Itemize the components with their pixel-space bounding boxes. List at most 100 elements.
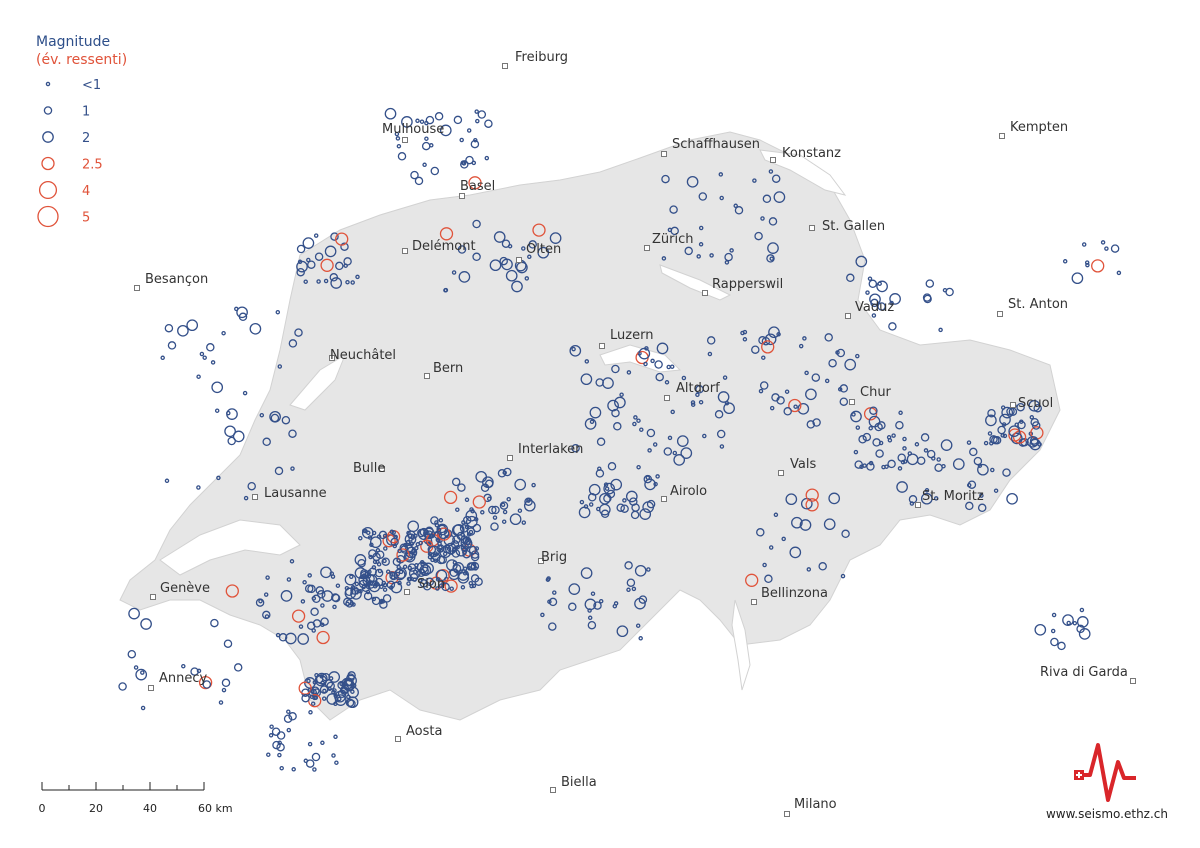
event-circle: [793, 404, 798, 409]
legend-symbol: [38, 180, 58, 200]
event-circle: [307, 573, 312, 578]
event-circle: [639, 427, 644, 432]
event-circle: [1072, 620, 1078, 626]
event-circle: [762, 562, 767, 568]
event-circle: [337, 696, 342, 702]
event-circle: [502, 509, 508, 515]
event-circle: [855, 255, 868, 268]
event-circle: [783, 407, 792, 416]
event-circle: [1116, 270, 1122, 276]
event-circle: [1002, 433, 1008, 439]
city: Luzern: [599, 328, 653, 349]
event-circle: [458, 271, 471, 283]
event-circle: [862, 432, 872, 442]
event-circle: [242, 390, 248, 396]
event-circle: [661, 174, 670, 184]
event-circle: [589, 419, 595, 425]
event-circle: [1034, 623, 1047, 636]
event-circle: [889, 293, 901, 305]
event-circle: [756, 528, 765, 537]
event-circle: [531, 482, 536, 488]
event-circle: [312, 619, 322, 628]
event-circle: [382, 558, 387, 564]
event-circle: [635, 623, 641, 628]
city-marker: [404, 589, 410, 595]
city-marker: [661, 151, 667, 157]
event-circle: [528, 240, 537, 249]
event-circle: [788, 398, 802, 413]
event-circle: [118, 682, 127, 691]
event-circle: [439, 124, 452, 137]
event-circle: [1033, 403, 1042, 413]
event-circle: [588, 502, 594, 507]
event-circle: [517, 508, 523, 513]
event-circle: [806, 567, 812, 572]
event-circle: [1001, 406, 1014, 419]
event-circle: [1050, 628, 1056, 634]
event-circle: [781, 536, 786, 542]
event-circle: [568, 583, 581, 595]
event-circle: [698, 192, 708, 201]
event-circle: [340, 242, 349, 251]
city: Aosta: [395, 724, 442, 742]
event-circle: [624, 561, 633, 570]
event-circle: [745, 573, 759, 587]
event-circle: [275, 632, 281, 638]
city-label: Vaduz: [855, 300, 894, 315]
city: Bern: [424, 361, 463, 379]
event-circle: [521, 246, 526, 251]
city-marker: [644, 245, 650, 251]
event-circle: [472, 252, 481, 262]
event-circle: [211, 381, 224, 394]
event-circle: [334, 760, 339, 765]
event-circle: [425, 115, 435, 125]
event-circle: [309, 694, 315, 699]
city-marker: [329, 355, 335, 361]
event-circle: [167, 341, 177, 350]
event-circle: [472, 219, 481, 229]
event-circle: [626, 587, 631, 593]
event-circle: [468, 580, 474, 586]
event-circle: [850, 410, 862, 423]
event-circle: [135, 668, 148, 681]
event-circle: [603, 482, 616, 495]
event-circle: [823, 518, 836, 531]
event-circle: [1017, 420, 1026, 430]
event-circle: [369, 536, 382, 549]
city-label: Annecy: [159, 671, 208, 686]
event-circle: [426, 541, 432, 547]
city-marker: [516, 257, 522, 263]
event-circle: [722, 375, 728, 380]
earthquake-events: [118, 107, 1122, 772]
event-circle: [667, 435, 673, 441]
event-circle: [613, 601, 619, 606]
city: Rapperswil: [702, 277, 783, 296]
event-circle: [785, 493, 798, 506]
event-circle: [593, 601, 602, 610]
event-circle: [331, 753, 336, 758]
event-circle: [634, 564, 647, 577]
event-circle: [334, 690, 346, 703]
event-circle: [844, 358, 857, 371]
event-circle: [196, 485, 201, 490]
event-circle: [900, 459, 906, 465]
event-circle: [626, 370, 632, 375]
event-circle: [759, 381, 769, 390]
event-circle: [382, 534, 396, 548]
city-label: Bellinzona: [761, 586, 828, 601]
event-circle: [869, 293, 881, 306]
city: Schaffhausen: [661, 137, 760, 157]
event-circle: [446, 546, 452, 551]
event-circle: [769, 256, 774, 261]
event-circle: [382, 594, 392, 603]
lake-constance: [759, 149, 847, 196]
event-circle: [457, 569, 470, 581]
event-circle: [1010, 432, 1023, 445]
event-circle: [331, 689, 336, 695]
event-circle: [312, 767, 317, 772]
event-circle: [924, 488, 930, 493]
event-circle: [547, 599, 552, 604]
event-circle: [354, 581, 360, 587]
event-circle: [545, 577, 551, 582]
city: Olten: [516, 242, 561, 263]
